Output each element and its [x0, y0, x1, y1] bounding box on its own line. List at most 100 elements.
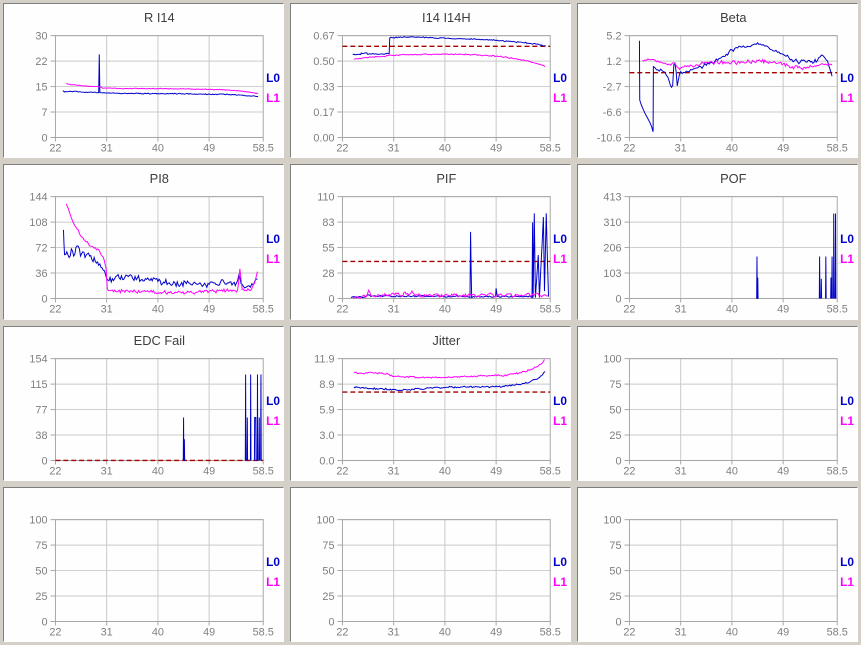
x-axis-tick-label: 58.5	[827, 142, 848, 154]
series-l1-line	[642, 58, 833, 71]
chart-title: PI8	[150, 171, 169, 186]
x-axis-tick-label: 22	[49, 304, 61, 316]
y-axis-tick-label: 100	[29, 514, 47, 526]
chart-panel-empty-11: 100 75 50 25 0 22 31 40 49 58.5 L0 L1	[290, 486, 571, 642]
legend-l1-label: L1	[266, 252, 280, 266]
chart-panel-beta: 5.2 1.2 -2.7 -6.6 -10.6 22 31 40 49 58.5 Beta L0 L1	[577, 3, 858, 159]
y-axis-tick-label: 0	[615, 294, 621, 306]
x-axis-tick-label: 31	[675, 142, 687, 154]
x-axis-tick-label: 22	[623, 142, 635, 154]
x-axis-tick-label: 49	[490, 304, 502, 316]
legend-l0-label: L0	[266, 71, 280, 85]
legend-l0-label: L0	[553, 71, 567, 85]
series-l0-line	[638, 40, 833, 132]
chart-title: PIF	[436, 171, 456, 186]
y-axis-tick-label: 206	[603, 243, 621, 255]
series-l0-line	[831, 256, 833, 299]
y-axis-tick-label: 0.33	[313, 82, 334, 94]
y-axis-tick-label: 72	[35, 243, 47, 255]
y-axis-tick-label: 50	[322, 565, 334, 577]
y-axis-tick-label: 3.0	[319, 429, 334, 441]
x-axis-tick-label: 58.5	[827, 304, 848, 316]
x-axis-tick-label: 58.5	[253, 304, 274, 316]
legend-l0-label: L0	[553, 232, 567, 246]
x-axis-tick-label: 58.5	[827, 626, 848, 638]
chart-plot: 154 115 77 38 022 31 40 49 58.5 EDC Fail L0 L1	[29, 332, 280, 477]
y-axis-tick-label: 0.67	[313, 31, 334, 43]
x-axis-tick-label: 58.5	[253, 465, 274, 477]
x-axis-tick-label: 31	[388, 465, 400, 477]
x-axis-tick-label: 31	[675, 465, 687, 477]
y-axis-tick-label: 0.0	[319, 455, 334, 467]
x-axis-tick-label: 49	[203, 626, 215, 638]
x-axis-tick-label: 49	[203, 465, 215, 477]
y-axis-tick-label: 28	[322, 268, 334, 280]
chart-plot: 110 83 55 28 022 31 40 49 58.5 PIF L0 L1	[317, 171, 567, 316]
y-axis-tick-label: 154	[29, 353, 47, 365]
legend-l1-label: L1	[553, 575, 567, 589]
y-axis-tick-label: -2.7	[603, 82, 622, 94]
chart-plot: 100 75 50 25 022 31 40 49 58.5 L0 L1	[603, 514, 854, 638]
series-l0-line	[834, 213, 837, 299]
chart-title: EDC Fail	[134, 332, 185, 347]
x-axis-tick-label: 40	[152, 465, 164, 477]
x-axis-tick-label: 31	[101, 626, 113, 638]
y-axis-tick-label: 11.9	[314, 353, 334, 365]
legend-l0-label: L0	[840, 232, 854, 246]
legend-l1-label: L1	[840, 575, 854, 589]
y-axis-tick-label: 0	[41, 455, 47, 467]
y-axis-tick-label: 22	[35, 56, 47, 68]
x-axis-tick-label: 49	[777, 304, 789, 316]
x-axis-tick-label: 40	[726, 465, 738, 477]
y-axis-tick-label: 1.2	[606, 56, 621, 68]
chart-panel-r-i14: 30 22 15 7 0 22 31 40 49 58.5 R I14 L0 L1	[3, 3, 284, 159]
y-axis-tick-label: -6.6	[603, 107, 622, 119]
series-l0-line	[830, 277, 832, 299]
chart-title: I14 I14H	[422, 10, 471, 25]
x-axis-tick-label: 58.5	[540, 142, 561, 154]
chart-panel-jitter: 11.9 8.9 5.9 3.0 0.0 22 31 40 49 58.5 Jitter L0 L1	[290, 325, 571, 481]
series-l0-line	[825, 256, 827, 299]
x-axis-tick-label: 22	[623, 304, 635, 316]
plot-frame	[628, 196, 838, 300]
series-l0-line	[260, 374, 262, 460]
legend-l0-label: L0	[266, 555, 280, 569]
plot-frame	[54, 196, 264, 300]
chart-panel-i14-i14h: 0.67 0.50 0.33 0.17 0.00 22 31 40 49 58.5 I14 I14H…	[290, 3, 571, 159]
series-l1-line	[66, 83, 259, 95]
legend-l1-label: L1	[266, 413, 280, 427]
series-l0-line	[352, 36, 546, 56]
legend-l0-label: L0	[553, 555, 567, 569]
y-axis-tick-label: 108	[29, 217, 47, 229]
legend-l0-label: L0	[266, 394, 280, 408]
y-axis-tick-label: 25	[35, 591, 47, 603]
x-axis-tick-label: 22	[336, 142, 348, 154]
x-axis-tick-label: 58.5	[253, 626, 274, 638]
y-axis-tick-label: 0	[41, 294, 47, 306]
legend-l1-label: L1	[840, 413, 854, 427]
y-axis-tick-label: 38	[35, 429, 47, 441]
x-axis-tick-label: 22	[623, 465, 635, 477]
plot-frame	[54, 518, 264, 622]
chart-plot: 144 108 72 36 022 31 40 49 58.5 PI8 L0 L1	[29, 171, 280, 316]
chart-panel-empty-10: 100 75 50 25 0 22 31 40 49 58.5 L0 L1	[3, 486, 284, 642]
chart-panel-pof: 413 310 206 103 0 22 31 40 49 58.5 POF L0 L1	[577, 164, 858, 320]
y-axis-tick-label: 83	[322, 217, 334, 229]
y-axis-tick-label: 0	[328, 294, 334, 306]
y-axis-tick-label: 25	[322, 591, 334, 603]
chart-panel-pif: 110 83 55 28 0 22 31 40 49 58.5 PIF L0 L1	[290, 164, 571, 320]
series-l0-line	[62, 54, 259, 97]
y-axis-tick-label: 0	[41, 616, 47, 628]
x-axis-tick-label: 40	[726, 304, 738, 316]
legend-l1-label: L1	[553, 252, 567, 266]
chart-panel-pi8: 144 108 72 36 0 22 31 40 49 58.5 PI8 L0 L1	[3, 164, 284, 320]
legend-l1-label: L1	[266, 575, 280, 589]
x-axis-tick-label: 22	[49, 465, 61, 477]
series-l0-line	[353, 370, 546, 391]
y-axis-tick-label: 50	[35, 565, 47, 577]
series-l0-line	[350, 213, 550, 299]
legend-l0-label: L0	[840, 555, 854, 569]
chart-panel-empty-9: 100 75 50 25 0 22 31 40 49 58.5 L0 L1	[577, 325, 858, 481]
legend-l0-label: L0	[266, 232, 280, 246]
